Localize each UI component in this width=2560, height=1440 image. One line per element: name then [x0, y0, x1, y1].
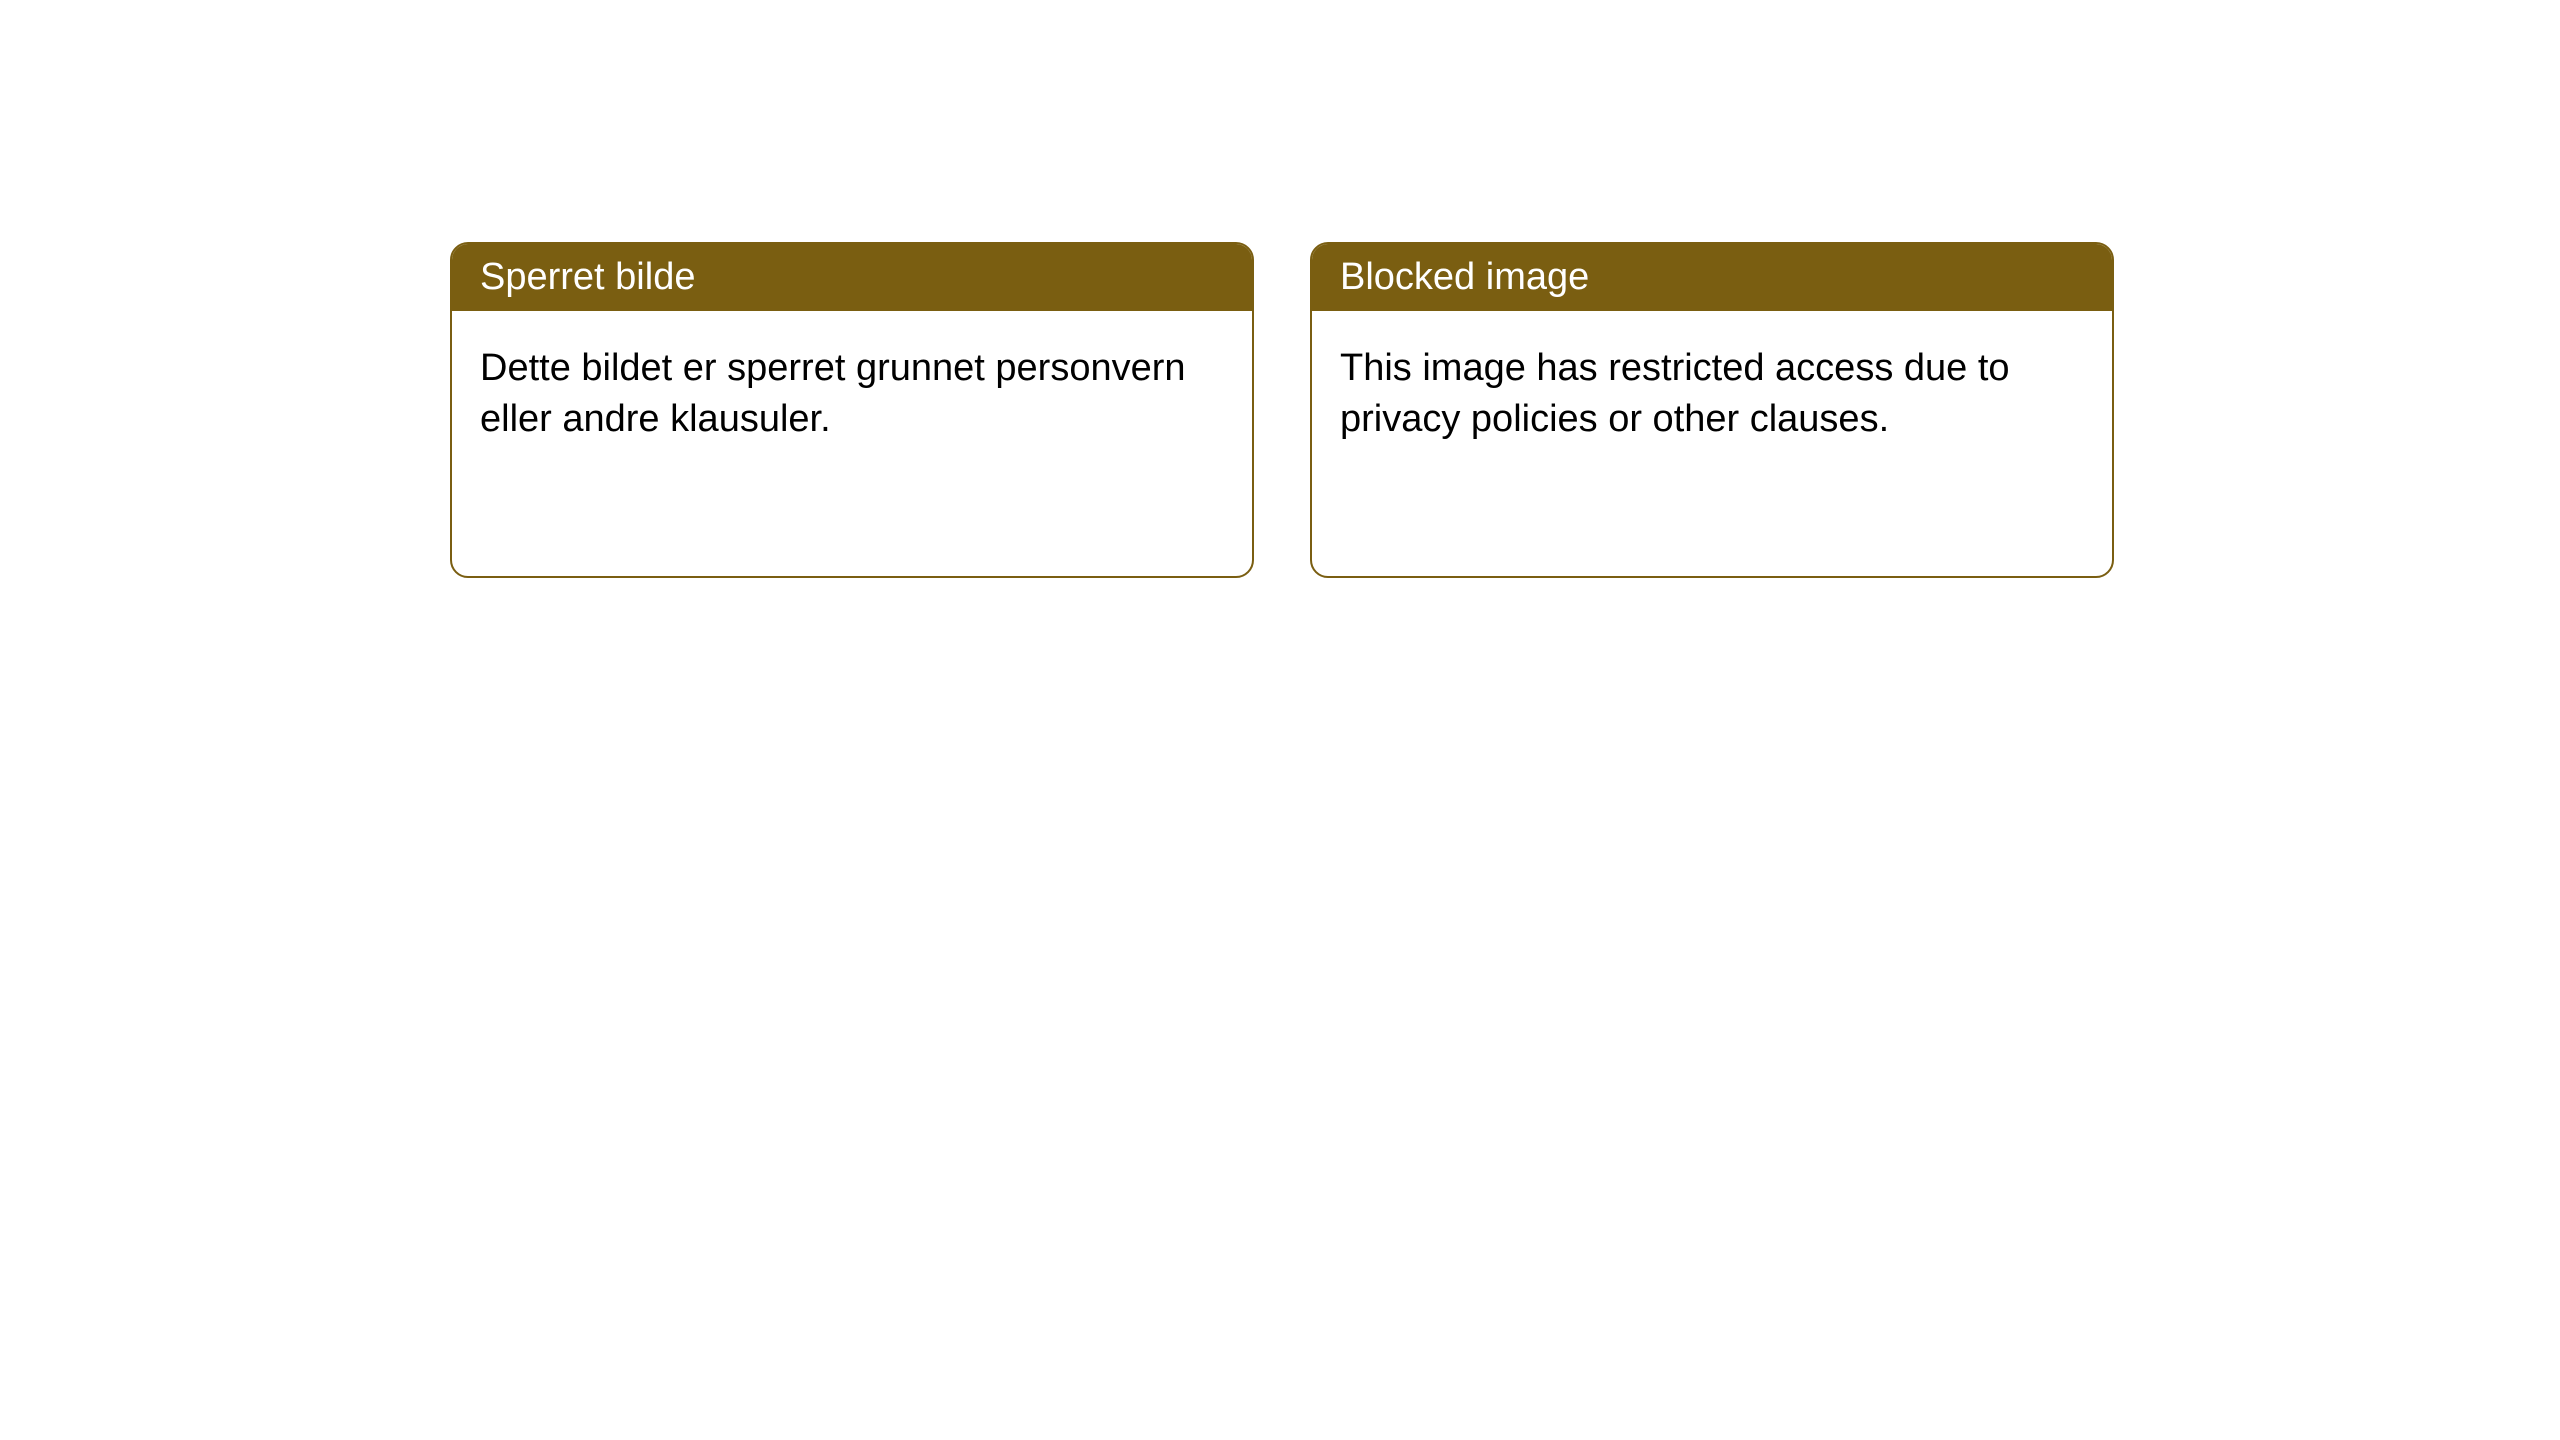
card-body: This image has restricted access due to …	[1312, 311, 2112, 478]
card-header: Sperret bilde	[452, 244, 1252, 311]
card-body-text: This image has restricted access due to …	[1340, 347, 2010, 440]
card-body-text: Dette bildet er sperret grunnet personve…	[480, 347, 1186, 440]
blocked-image-card-norwegian: Sperret bilde Dette bildet er sperret gr…	[450, 242, 1254, 578]
card-header: Blocked image	[1312, 244, 2112, 311]
card-header-text: Sperret bilde	[480, 256, 695, 298]
card-body: Dette bildet er sperret grunnet personve…	[452, 311, 1252, 478]
notice-container: Sperret bilde Dette bildet er sperret gr…	[450, 242, 2114, 578]
blocked-image-card-english: Blocked image This image has restricted …	[1310, 242, 2114, 578]
card-header-text: Blocked image	[1340, 256, 1589, 298]
